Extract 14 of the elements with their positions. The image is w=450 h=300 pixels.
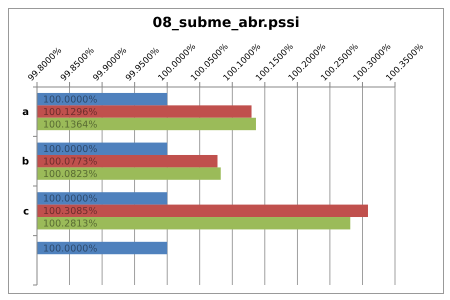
data-label: 100.0000% (43, 94, 98, 106)
data-label: 100.2813% (43, 218, 98, 230)
data-label: 100.0773% (43, 156, 98, 168)
data-label: 100.1364% (43, 119, 98, 130)
data-label: 100.0000% (43, 194, 98, 205)
data-label: 100.0000% (43, 144, 98, 156)
data-label: 100.0000% (43, 243, 98, 254)
y-tick-label: b (22, 156, 29, 168)
y-tick-label: c (23, 206, 30, 218)
chart-title: 08_subme_abr.pssi (152, 15, 300, 31)
data-label: 100.0823% (43, 168, 98, 180)
y-tick-label: a (22, 107, 29, 118)
data-label: 100.1296% (43, 106, 98, 118)
data-label: 100.3085% (43, 206, 98, 218)
